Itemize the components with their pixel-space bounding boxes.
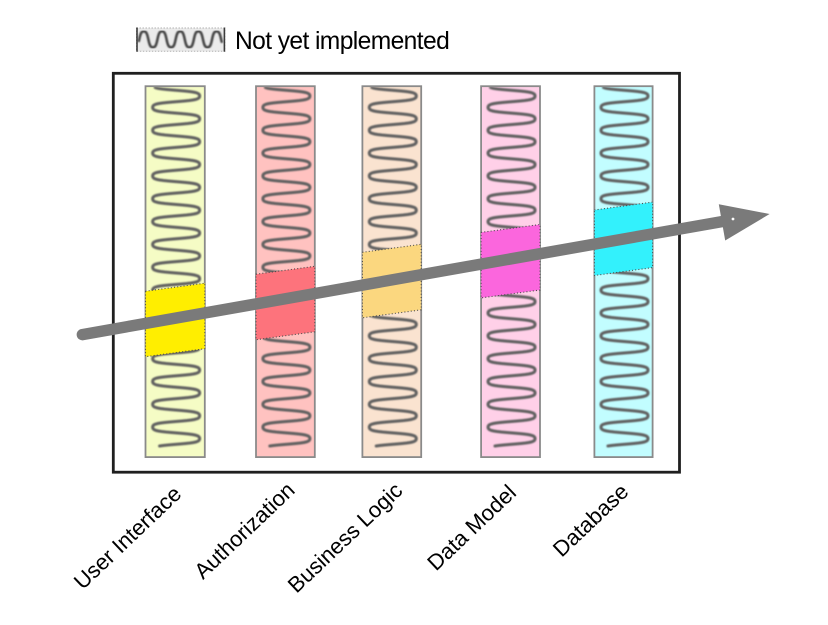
svg-text:Not yet implemented: Not yet implemented (235, 28, 449, 55)
